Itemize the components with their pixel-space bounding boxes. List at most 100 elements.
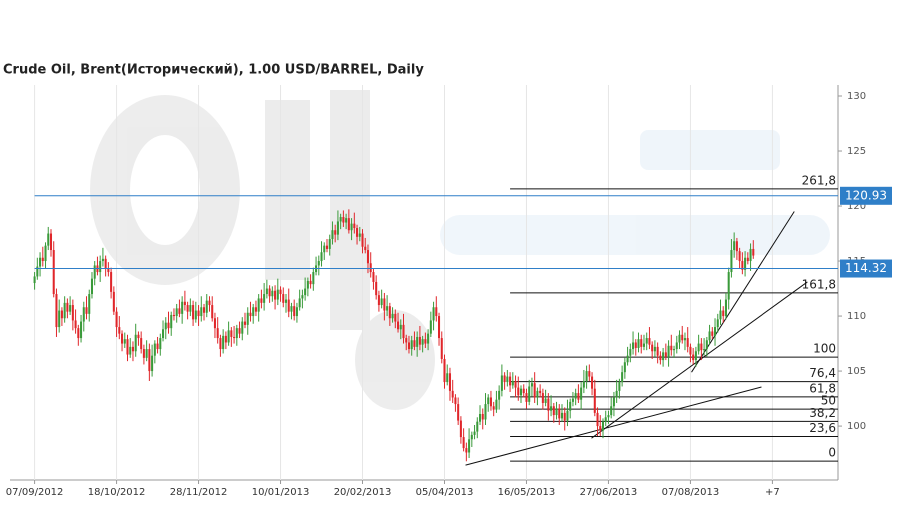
candle-body	[153, 343, 156, 356]
candle-body	[716, 319, 719, 328]
candle-body	[388, 306, 391, 319]
candle-body	[246, 312, 249, 325]
candle-body	[686, 338, 689, 347]
fib-label: 38,2	[809, 406, 836, 420]
candle-body	[730, 250, 733, 273]
candle-body	[653, 346, 656, 352]
candle-body	[241, 321, 244, 334]
price-label: 114.32	[845, 261, 887, 275]
candle-body	[438, 316, 441, 339]
candle-body	[58, 310, 61, 328]
candle-body	[435, 307, 438, 317]
candle-body	[402, 324, 405, 339]
candle-body	[356, 228, 359, 237]
candle-body	[500, 375, 503, 391]
candle-body	[711, 331, 714, 336]
candle-body	[361, 233, 364, 247]
candle-body	[112, 291, 115, 312]
candle-body	[372, 272, 375, 282]
candle-body	[142, 349, 145, 358]
candle-body	[599, 426, 602, 431]
candle-body	[110, 272, 113, 292]
candle-body	[175, 308, 178, 317]
candle-body	[129, 346, 132, 355]
candle-body	[541, 393, 544, 403]
candle-body	[298, 298, 301, 308]
candle-body	[405, 338, 408, 343]
candle-body	[593, 388, 596, 413]
candle-body	[673, 349, 676, 351]
candle-body	[178, 308, 181, 314]
candle-body	[514, 380, 517, 388]
candle-body	[478, 413, 482, 422]
candle-body	[189, 305, 192, 312]
candle-body	[63, 302, 66, 319]
candle-body	[487, 397, 490, 405]
candle-body	[645, 338, 648, 344]
candle-body	[350, 223, 353, 231]
candle-body	[33, 276, 36, 284]
candle-body	[470, 434, 473, 440]
candle-body	[162, 329, 165, 339]
candle-body	[670, 345, 673, 351]
candle-body	[115, 311, 118, 328]
candle-body	[591, 376, 594, 389]
candle-body	[82, 307, 85, 322]
candle-body	[170, 314, 173, 329]
candle-body	[268, 288, 271, 297]
candle-body	[334, 230, 337, 235]
candle-body	[735, 241, 738, 252]
x-tick-label: 16/05/2013	[498, 487, 556, 498]
candle-body	[118, 327, 121, 334]
candle-body	[577, 393, 580, 400]
fib-label: 100	[813, 342, 836, 356]
candle-body	[424, 339, 427, 344]
candle-body	[446, 373, 449, 383]
candle-body	[375, 281, 378, 296]
candle-body	[492, 406, 495, 410]
candle-body	[662, 352, 665, 361]
candle-body	[167, 322, 170, 329]
candle-body	[172, 314, 175, 317]
candle-body	[615, 390, 618, 398]
candle-body	[194, 310, 197, 320]
candle-body	[126, 339, 129, 355]
candle-body	[69, 305, 72, 312]
fib-label: 61,8	[809, 381, 836, 395]
candle-body	[440, 338, 443, 359]
candle-body	[632, 342, 635, 350]
candle-body	[369, 263, 372, 273]
candle-body	[74, 320, 77, 329]
candle-body	[457, 404, 460, 421]
candle-body	[383, 298, 386, 311]
candle-body	[284, 299, 288, 303]
candle-body	[156, 343, 159, 350]
candle-body	[391, 313, 394, 319]
candle-body	[304, 288, 307, 296]
candle-body	[708, 331, 711, 341]
candle-body	[714, 327, 717, 336]
candle-body	[448, 373, 451, 391]
fib-label: 76,4	[809, 366, 836, 380]
chart-title: Crude Oil, Brent(Исторический), 1.00 USD…	[3, 63, 424, 78]
candle-body	[705, 340, 708, 350]
fib-label: 0	[828, 446, 836, 460]
candle-body	[197, 310, 200, 317]
candle-body	[336, 221, 339, 235]
candle-body	[186, 305, 189, 312]
x-tick-label: 27/06/2013	[580, 487, 638, 498]
candle-body	[345, 218, 348, 223]
candle-body	[667, 345, 670, 357]
candle-body	[563, 412, 566, 421]
candle-body	[604, 417, 607, 422]
candle-body	[724, 299, 727, 317]
fib-label: 261,8	[802, 173, 836, 187]
candle-body	[271, 290, 274, 297]
candle-body	[530, 383, 533, 387]
candle-body	[290, 306, 293, 312]
candle-body	[279, 289, 282, 295]
x-tick-label: 07/08/2013	[662, 487, 720, 498]
candle-body	[364, 246, 367, 251]
y-tick-label: 100	[847, 421, 866, 432]
